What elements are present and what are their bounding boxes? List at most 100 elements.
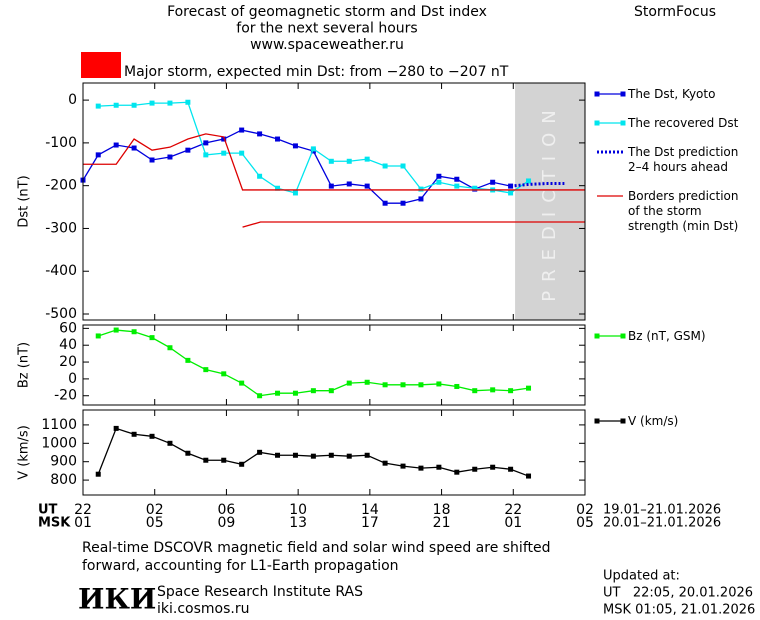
data-point (257, 173, 263, 179)
data-point (382, 382, 388, 388)
msk-title: MSK (38, 516, 71, 531)
data-point (131, 431, 137, 437)
data-point (203, 152, 209, 158)
series-line (83, 133, 585, 228)
y-tick-label: 1100 (41, 417, 77, 433)
data-point (113, 142, 119, 148)
title-line: www.spaceweather.ru (250, 37, 404, 53)
data-point (508, 190, 514, 196)
y-tick-label: 900 (50, 454, 77, 470)
data-point (239, 461, 245, 467)
x-tick-label: 22 (504, 502, 522, 518)
legend-entry: V (km/s) (628, 414, 679, 428)
data-point (275, 390, 281, 396)
msk-tick-label: 17 (361, 515, 379, 531)
prediction-band (515, 83, 585, 320)
data-point (113, 327, 119, 333)
data-point (418, 186, 424, 192)
data-point (508, 466, 514, 472)
panel-frame (82, 409, 586, 496)
msk-tick-label: 05 (576, 515, 594, 531)
data-point (310, 146, 316, 152)
data-point (221, 457, 227, 463)
data-point (275, 136, 281, 142)
data-point (239, 150, 245, 156)
data-point (364, 156, 370, 162)
data-point (346, 181, 352, 187)
data-point (454, 469, 460, 475)
legend-entry: The recovered Dst (628, 116, 739, 130)
y-tick-label: 60 (59, 320, 77, 336)
y-tick-label: -400 (45, 263, 77, 279)
data-point (400, 463, 406, 469)
updated-line: MSK 01:05, 21.01.2026 (603, 603, 755, 618)
msk-tick-label: 01 (504, 515, 522, 531)
x-tick-label: 02 (146, 502, 164, 518)
data-point (490, 179, 496, 185)
legend-entry: Bz (nT, GSM) (628, 329, 706, 343)
legend-marker (594, 91, 600, 97)
ut-range: 19.01–21.01.2026 (603, 503, 721, 518)
storm-label: Major storm, expected min Dst: from −280… (124, 64, 509, 80)
data-point (275, 185, 281, 191)
data-point (185, 99, 191, 105)
data-point (292, 143, 298, 149)
y-tick-label: 800 (50, 472, 77, 488)
logo: ИКИ (78, 583, 156, 616)
y-axis-label: Dst (nT) (17, 175, 32, 227)
data-point (185, 357, 191, 363)
legend-marker (594, 418, 600, 424)
data-point (418, 382, 424, 388)
data-point (275, 452, 281, 458)
data-point (400, 382, 406, 388)
updated-line: Updated at: (603, 569, 680, 584)
data-point (472, 185, 478, 191)
data-point (364, 452, 370, 458)
x-tick-label: 10 (289, 502, 307, 518)
data-point (149, 100, 155, 106)
panel-frame (82, 82, 586, 321)
brand: StormFocus (634, 4, 716, 20)
data-point (346, 380, 352, 386)
legend-entry: The Dst, Kyoto (628, 87, 716, 101)
legend-marker (594, 333, 600, 339)
data-point (292, 390, 298, 396)
y-tick-label: 0 (68, 371, 77, 387)
data-point (400, 163, 406, 169)
data-point (382, 460, 388, 466)
data-point (167, 345, 173, 351)
msk-range: 20.01–21.01.2026 (603, 516, 721, 531)
data-point (364, 379, 370, 385)
data-point (328, 158, 334, 164)
y-tick-label: -20 (54, 388, 77, 404)
x-tick-label: 14 (361, 502, 379, 518)
data-point (221, 150, 227, 156)
y-tick-label: -500 (45, 306, 77, 322)
data-point (472, 466, 478, 472)
data-point (310, 453, 316, 459)
data-point (167, 440, 173, 446)
x-tick-label: 06 (218, 502, 236, 518)
data-point (239, 380, 245, 386)
legend-marker (620, 418, 626, 424)
data-point (95, 471, 101, 477)
data-point (292, 190, 298, 196)
ut-title: UT (38, 503, 58, 518)
data-point (454, 176, 460, 182)
data-point (436, 173, 442, 179)
data-point (113, 102, 119, 108)
y-tick-label: 0 (68, 92, 77, 108)
data-point (328, 388, 334, 394)
y-tick-label: 1000 (41, 435, 77, 451)
data-point (490, 464, 496, 470)
msk-tick-label: 21 (433, 515, 451, 531)
data-point (382, 200, 388, 206)
data-point (113, 425, 119, 431)
data-point (346, 453, 352, 459)
updated-line: UT 22:05, 20.01.2026 (603, 586, 753, 601)
data-point (292, 452, 298, 458)
y-tick-label: 40 (59, 337, 77, 353)
data-point (167, 100, 173, 106)
data-point (472, 388, 478, 394)
data-point (257, 131, 263, 137)
